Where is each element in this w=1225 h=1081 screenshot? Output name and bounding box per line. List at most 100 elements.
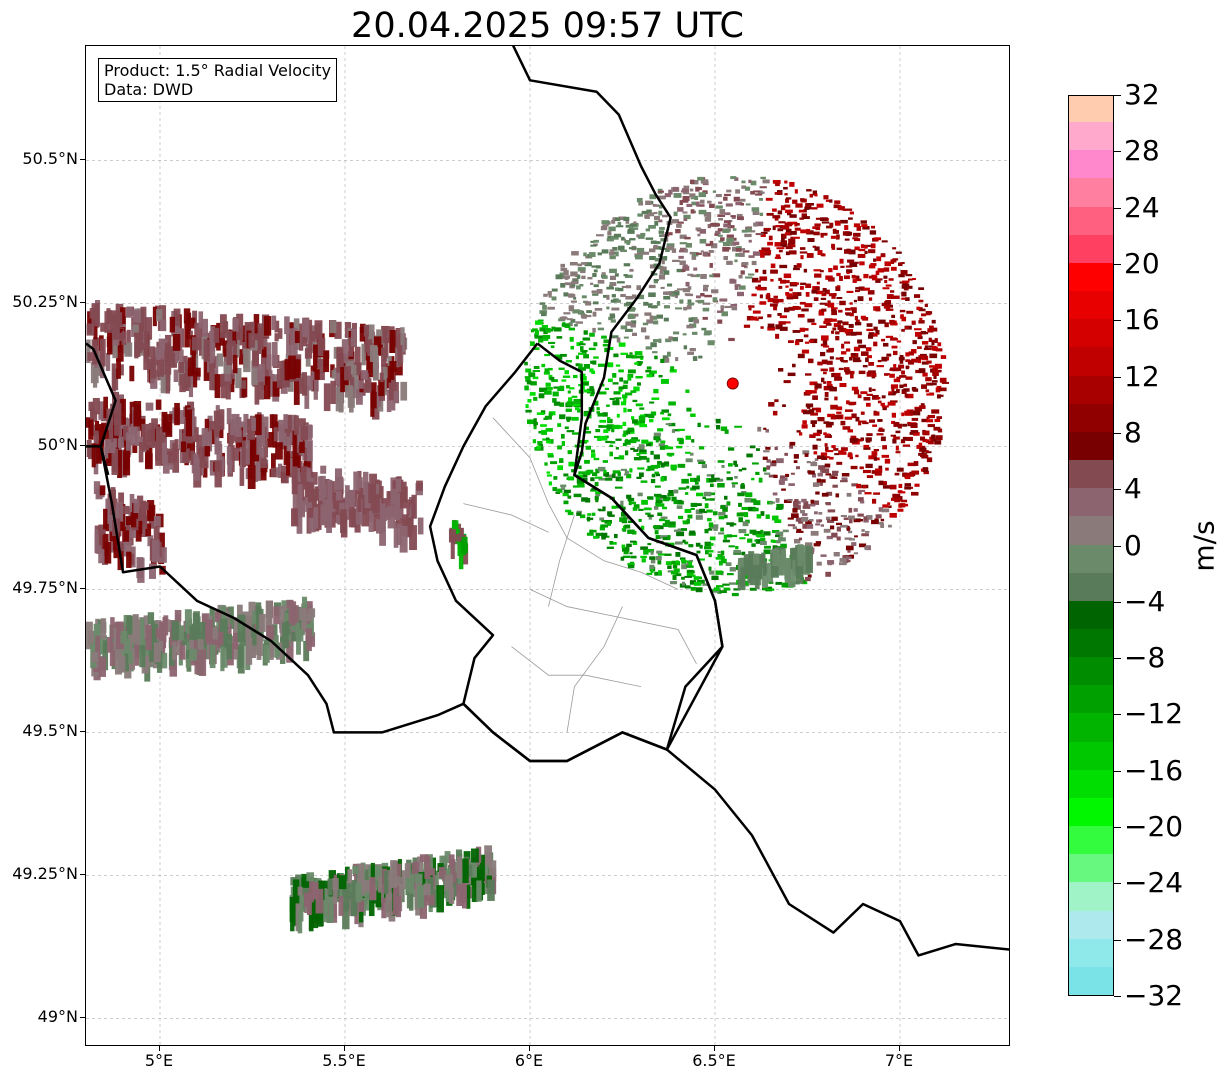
echo-cell <box>620 500 624 506</box>
echo-cell <box>804 453 809 457</box>
echo-cell <box>404 518 412 532</box>
echo-cell <box>696 252 702 255</box>
echo-cell <box>782 404 786 408</box>
echo-cell <box>636 247 645 253</box>
echo-cell <box>918 355 926 359</box>
echo-cell <box>927 440 934 445</box>
echo-cell <box>552 391 559 397</box>
radar-map[interactable]: Product: 1.5° Radial Velocity Data: DWD <box>85 45 1010 1046</box>
echo-cell <box>775 324 783 330</box>
echo-cell <box>132 310 140 323</box>
echo-cell <box>245 440 250 465</box>
echo-cell <box>649 401 655 404</box>
echo-cell <box>86 339 91 364</box>
echo-cell <box>759 276 768 281</box>
echo-cell <box>825 502 831 506</box>
echo-cell <box>159 621 167 643</box>
echo-cell <box>645 512 651 515</box>
echo-cell <box>827 421 834 426</box>
echo-cell <box>876 256 882 262</box>
echo-cell <box>117 450 122 478</box>
echo-cell <box>274 333 279 342</box>
echo-cell <box>387 505 396 529</box>
echo-cell <box>558 460 564 463</box>
echo-cell <box>395 508 403 519</box>
echo-cell <box>487 879 495 901</box>
echo-cell <box>699 199 705 204</box>
echo-cell <box>629 468 633 473</box>
echo-cell <box>699 508 706 513</box>
echo-cell <box>801 498 807 503</box>
echo-cell <box>532 376 539 380</box>
echo-cell <box>738 517 744 523</box>
echo-cell <box>670 464 677 470</box>
echo-cell <box>686 571 694 577</box>
echo-cell <box>462 858 469 883</box>
echo-cell <box>348 337 353 357</box>
echo-cell <box>909 432 914 435</box>
echo-cell <box>607 416 611 422</box>
echo-cell <box>456 884 464 907</box>
echo-cell <box>828 456 834 460</box>
colorbar-segment <box>1069 938 1113 967</box>
echo-cell <box>851 542 857 546</box>
echo-cell <box>576 285 581 290</box>
echo-cell <box>861 224 868 228</box>
echo-cell <box>911 320 916 325</box>
echo-cell <box>382 325 390 344</box>
echo-cell <box>787 560 796 588</box>
echo-cell <box>591 472 598 477</box>
echo-cell <box>627 564 635 569</box>
echo-cell <box>243 348 251 373</box>
echo-cell <box>912 277 916 281</box>
echo-cell <box>663 496 670 502</box>
echo-cell <box>653 305 658 309</box>
echo-cell <box>93 481 101 495</box>
echo-cell <box>779 477 788 481</box>
echo-cell <box>689 452 694 456</box>
echo-cell <box>778 368 784 372</box>
echo-cell <box>581 350 587 355</box>
echo-cell <box>875 278 881 283</box>
echo-cell <box>743 554 752 567</box>
echo-cell <box>608 226 616 232</box>
echo-cell <box>632 399 638 403</box>
echo-cell <box>881 405 889 408</box>
echo-cell <box>813 231 820 236</box>
echo-cell <box>323 383 331 412</box>
echo-cell <box>125 516 134 526</box>
echo-cell <box>662 536 670 541</box>
colorbar-segment <box>1069 881 1113 911</box>
velocity-colorbar <box>1068 95 1114 996</box>
echo-cell <box>102 640 107 654</box>
echo-cell <box>853 508 858 512</box>
echo-cell <box>684 508 692 513</box>
echo-cell <box>907 285 913 289</box>
echo-cell <box>780 549 786 571</box>
echo-cell <box>98 524 106 535</box>
echo-cell <box>791 295 799 300</box>
echo-cell <box>268 373 275 397</box>
lat-tick-4 <box>80 731 85 733</box>
echo-cell <box>772 215 781 219</box>
echo-cell <box>774 519 782 524</box>
echo-cell <box>857 296 864 302</box>
echo-cell <box>685 242 692 248</box>
echo-cell <box>568 461 575 467</box>
echo-cell <box>801 213 808 218</box>
echo-cell <box>139 645 146 668</box>
echo-cell <box>849 211 854 215</box>
echo-cell <box>863 273 869 279</box>
echo-cell <box>777 210 783 215</box>
echo-cell <box>629 352 633 355</box>
echo-cell <box>245 637 253 665</box>
echo-cell <box>738 252 745 257</box>
echo-cell <box>630 320 637 324</box>
echo-cell <box>824 391 829 397</box>
echo-cell <box>720 307 724 313</box>
echo-cell <box>793 505 801 510</box>
echo-cell <box>805 390 812 395</box>
echo-cell <box>748 255 755 258</box>
echo-cell <box>285 611 291 636</box>
echo-cell <box>367 339 373 357</box>
